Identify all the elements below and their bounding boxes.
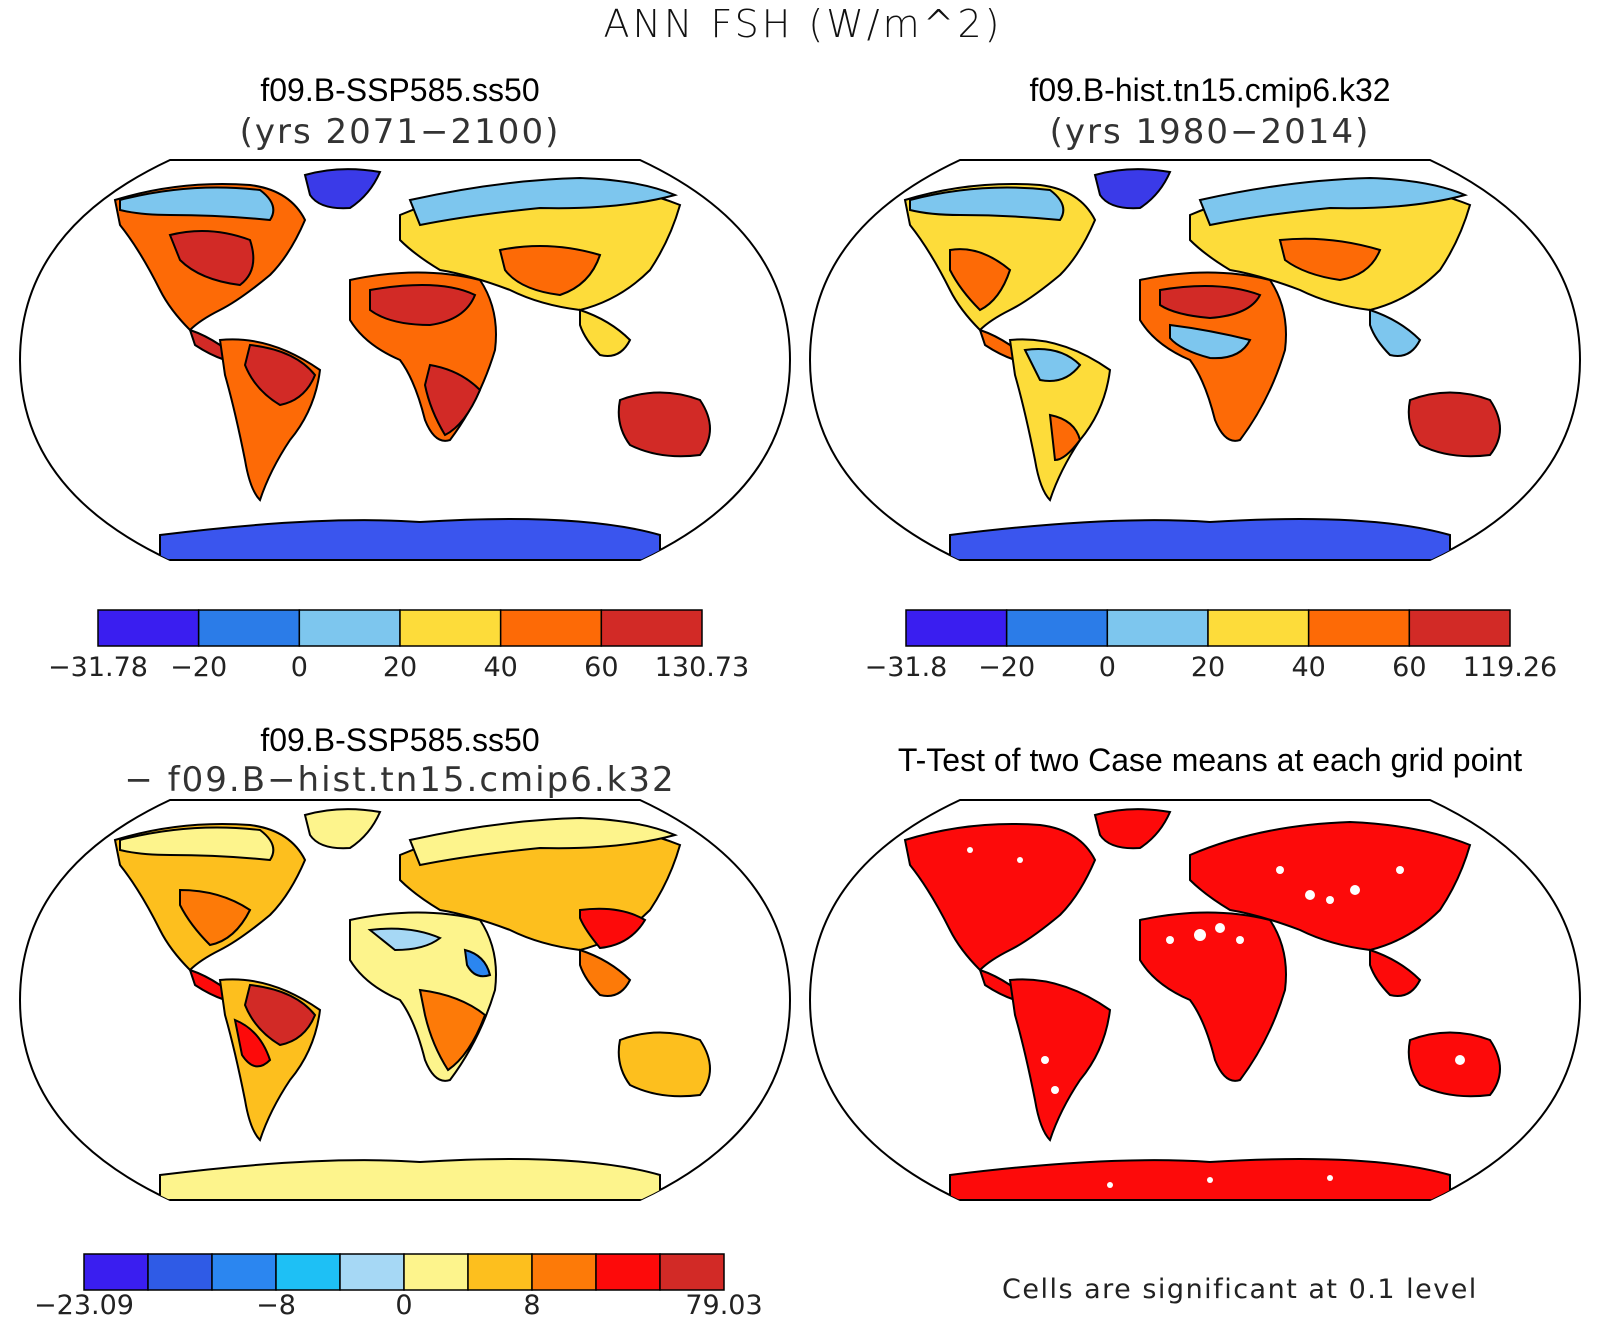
colorbar-swatch	[1005, 609, 1109, 647]
colorbar-tick-label: 20	[382, 652, 418, 683]
colorbar-swatch	[147, 1253, 213, 1291]
figure-title: ANN FSH (W/m^2)	[603, 2, 1003, 46]
panel-hist-title: f09.B-hist.tn15.cmip6.k32	[1029, 72, 1391, 108]
colorbar-tick-label: 60	[1392, 652, 1427, 683]
colorbar-swatch	[399, 609, 502, 647]
colorbar-tick-label: −20	[978, 652, 1036, 683]
colorbar-swatch	[600, 609, 703, 647]
colorbar-swatch	[595, 1253, 661, 1291]
colorbar-swatch	[531, 1253, 597, 1291]
map-difference	[18, 799, 792, 1201]
colorbar-tick-label: −23.09	[34, 1290, 134, 1321]
colorbar-tick-label: 130.73	[654, 652, 750, 683]
map-ssp585	[18, 159, 792, 561]
colorbar-swatch	[403, 1253, 469, 1291]
colorbar-swatch	[905, 609, 1008, 647]
colorbar-tick-label: −31.78	[48, 652, 148, 683]
ttest-footnote: Cells are significant at 0.1 level	[1002, 1274, 1478, 1305]
colorbar-swatch	[298, 609, 401, 647]
panel-difference-subtitle: − f09.B−hist.tn15.cmip6.k32	[124, 760, 676, 800]
colorbar-swatch	[197, 609, 301, 647]
panel-hist-subtitle: (yrs 1980−2014)	[1049, 112, 1371, 152]
colorbar-tick-label: 0	[1098, 652, 1116, 683]
colorbar-swatch	[467, 1253, 533, 1291]
colorbar-swatch	[659, 1253, 725, 1291]
panel-ssp585-title: f09.B-SSP585.ss50	[260, 72, 540, 108]
colorbar-difference	[83, 1253, 725, 1291]
colorbar-tick-label: 119.26	[1462, 652, 1558, 683]
colorbar-tick-label: 8	[523, 1290, 541, 1321]
panel-ssp585-subtitle: (yrs 2071−2100)	[239, 112, 561, 152]
colorbar-swatch	[97, 609, 200, 647]
panel-ttest-title: T-Test of two Case means at each grid po…	[897, 742, 1523, 778]
colorbar-swatch	[499, 609, 603, 647]
colorbar-tick-label: 20	[1190, 652, 1226, 683]
colorbar-tick-label: −20	[170, 652, 228, 683]
colorbar-swatch	[275, 1253, 341, 1291]
colorbar-tick-label: 79.03	[685, 1290, 763, 1321]
colorbar-swatch	[1106, 609, 1209, 647]
colorbar-swatch	[1207, 609, 1310, 647]
colorbar-swatch	[1307, 609, 1411, 647]
colorbar-hist	[905, 609, 1511, 647]
colorbar-tick-label: −31.8	[864, 652, 948, 683]
colorbar-swatch	[83, 1253, 149, 1291]
colorbar-tick-label: 0	[395, 1290, 413, 1321]
colorbar-swatch	[211, 1253, 277, 1291]
panel-difference-title: f09.B-SSP585.ss50	[260, 722, 540, 758]
colorbar-ssp585	[97, 609, 703, 647]
map-ttest	[808, 799, 1582, 1201]
colorbar-swatch	[339, 1253, 405, 1291]
map-hist	[808, 159, 1582, 561]
colorbar-tick-label: 0	[290, 652, 308, 683]
colorbar-tick-label: 40	[1291, 652, 1326, 683]
colorbar-swatch	[1408, 609, 1511, 647]
colorbar-tick-label: 40	[483, 652, 518, 683]
colorbar-tick-label: −8	[256, 1290, 296, 1321]
colorbar-tick-label: 60	[584, 652, 619, 683]
